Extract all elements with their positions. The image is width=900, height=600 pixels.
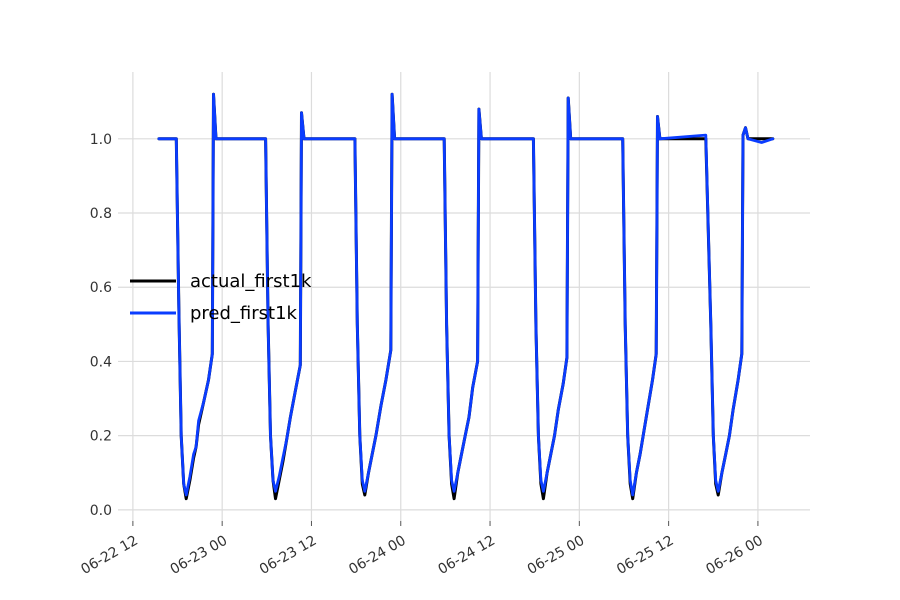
legend: actual_first1k pred_first1k (130, 271, 312, 324)
y-axis-tick-labels: 0.0 0.2 0.4 0.6 0.8 1.0 (90, 132, 112, 519)
x-tick-label: 06-25 12 (614, 533, 677, 578)
legend-label: pred_first1k (190, 303, 298, 324)
y-tick-label: 0.6 (90, 280, 112, 296)
x-tick-label: 06-24 00 (346, 533, 409, 578)
series-layer (157, 92, 775, 501)
x-axis-tick-labels: 06-22 12 06-23 00 06-23 12 06-24 00 06-24 12… (78, 533, 766, 578)
x-axis-ticks (132, 521, 759, 526)
y-tick-label: 0.0 (90, 503, 112, 519)
x-tick-label: 06-23 00 (168, 533, 231, 578)
x-tick-label: 06-22 12 (78, 533, 141, 578)
x-tick-label: 06-24 12 (436, 533, 499, 578)
x-tick-label: 06-25 00 (525, 533, 588, 578)
y-tick-label: 0.4 (90, 354, 112, 370)
y-tick-label: 0.2 (90, 429, 112, 445)
x-tick-label: 06-26 00 (703, 533, 766, 578)
y-tick-label: 0.8 (90, 206, 112, 222)
series-line-pred-first1k (157, 92, 775, 497)
x-tick-label: 06-23 12 (257, 533, 320, 578)
y-tick-label: 1.0 (90, 132, 112, 148)
legend-label: actual_first1k (190, 271, 312, 292)
x-gridlines (132, 72, 759, 521)
